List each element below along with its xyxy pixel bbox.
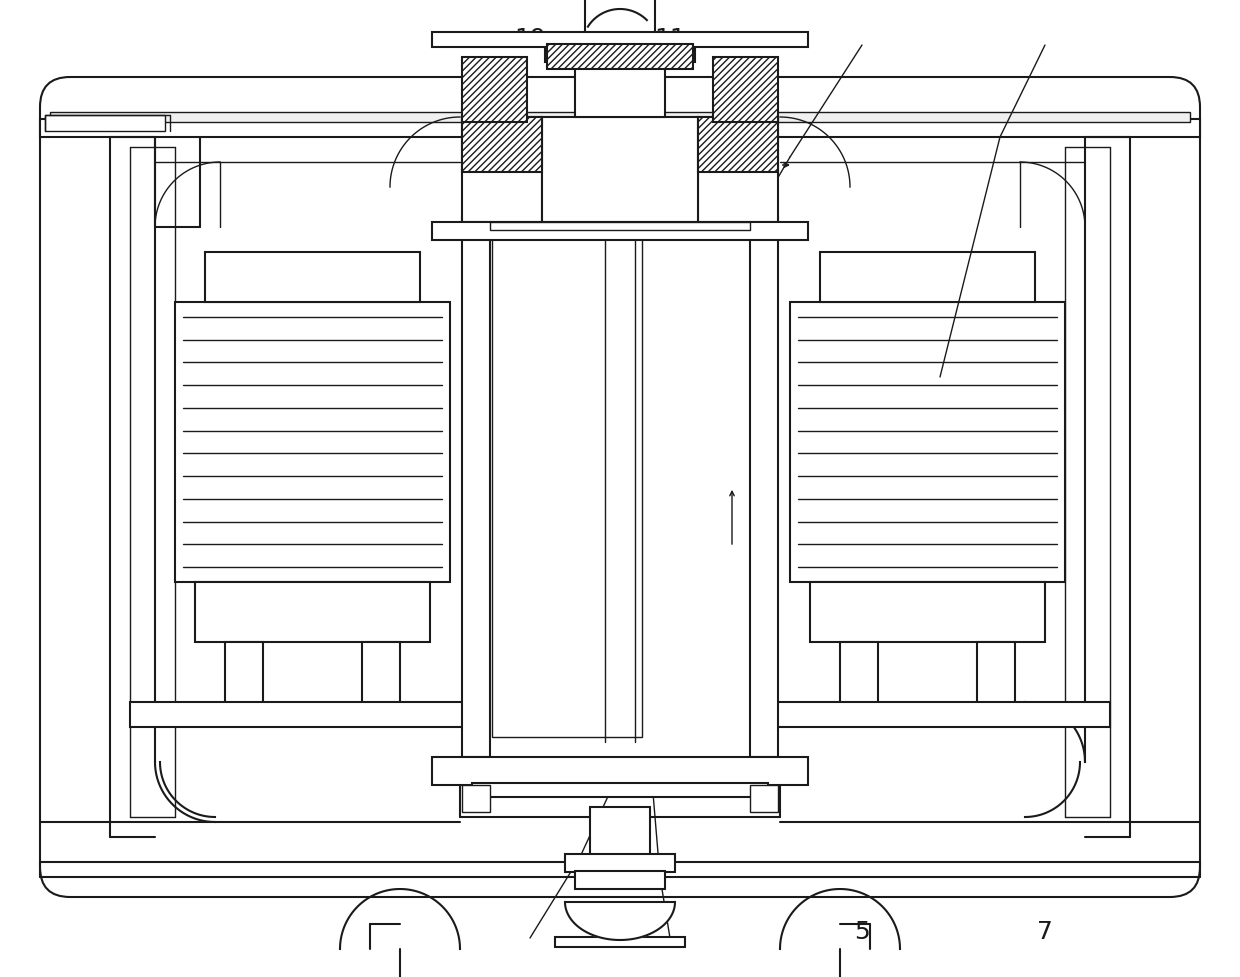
Bar: [472, 783, 768, 797]
Bar: [130, 702, 480, 727]
Bar: [547, 44, 693, 69]
Bar: [490, 222, 750, 230]
Bar: [463, 217, 490, 757]
Bar: [790, 302, 1065, 582]
Bar: [585, 0, 655, 42]
Bar: [839, 642, 878, 707]
Bar: [362, 642, 401, 707]
Bar: [542, 117, 698, 222]
Bar: [432, 222, 808, 240]
Bar: [463, 117, 542, 172]
Bar: [205, 252, 420, 302]
Bar: [546, 42, 694, 62]
Bar: [50, 112, 1190, 122]
Bar: [224, 642, 263, 707]
Bar: [698, 117, 777, 172]
Bar: [175, 302, 450, 582]
Bar: [750, 217, 777, 757]
Bar: [556, 937, 684, 947]
Text: 19: 19: [515, 27, 546, 51]
Text: 11: 11: [655, 27, 686, 51]
Bar: [492, 237, 642, 737]
Text: 16: 16: [603, 920, 634, 944]
Bar: [463, 57, 527, 122]
Bar: [195, 582, 430, 642]
Bar: [760, 702, 1110, 727]
Bar: [463, 117, 542, 222]
Bar: [40, 119, 1200, 137]
Polygon shape: [565, 902, 675, 940]
Bar: [810, 582, 1045, 642]
Bar: [590, 807, 650, 857]
Bar: [463, 785, 490, 812]
Bar: [750, 785, 777, 812]
Bar: [575, 57, 665, 117]
Bar: [820, 252, 1035, 302]
FancyBboxPatch shape: [40, 77, 1200, 897]
Bar: [565, 854, 675, 872]
Bar: [45, 115, 165, 131]
Bar: [713, 57, 777, 122]
Bar: [432, 32, 808, 47]
Text: 5: 5: [854, 920, 870, 944]
Text: 7: 7: [1037, 920, 1053, 944]
Bar: [575, 871, 665, 889]
Bar: [698, 117, 777, 222]
Bar: [977, 642, 1016, 707]
Bar: [432, 757, 808, 785]
